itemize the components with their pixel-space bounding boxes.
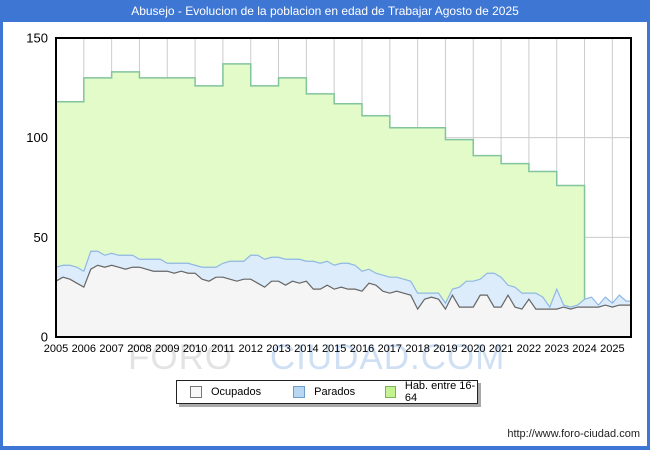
chart-title: Abusejo - Evolucion de la poblacion en e… xyxy=(131,4,519,18)
legend-item-parados: Parados xyxy=(293,386,355,398)
x-axis-tick-label: 2019 xyxy=(433,343,457,355)
area-ocupados xyxy=(56,265,631,337)
line-ocupados xyxy=(55,264,631,311)
window-border-right xyxy=(647,22,650,450)
x-axis-tick-label: 2014 xyxy=(294,343,318,355)
legend-item-hab-16-64: Hab. entre 16-64 xyxy=(385,380,477,404)
title-bar: Abusejo - Evolucion de la poblacion en e… xyxy=(0,0,650,22)
legend-label-parados: Parados xyxy=(314,386,356,398)
x-axis-tick-label: 2005 xyxy=(44,343,68,355)
x-axis-tick-label: 2010 xyxy=(183,343,207,355)
x-axis-tick-label: 2011 xyxy=(211,343,235,355)
x-axis-tick-label: 2024 xyxy=(572,343,596,355)
x-axis-tick-label: 2007 xyxy=(99,343,123,355)
x-axis-tick-label: 2009 xyxy=(155,343,179,355)
y-axis-tick-label: 50 xyxy=(34,230,48,245)
x-axis-tick-label: 2017 xyxy=(378,343,402,355)
x-axis-tick-label: 2015 xyxy=(322,343,346,355)
watermark: FORO CIUDAD.COM xyxy=(128,338,505,378)
watermark-ciudad-text: CIUDAD.COM xyxy=(269,338,506,377)
x-axis-tick-label: 2008 xyxy=(127,343,151,355)
legend-item-ocupados: Ocupados xyxy=(190,386,261,398)
legend-swatch-ocupados xyxy=(190,386,202,398)
x-axis-tick-label: 2025 xyxy=(600,343,624,355)
watermark-foro-text: FORO xyxy=(128,338,234,377)
window-border-left xyxy=(0,22,3,450)
line-hab-16-64 xyxy=(56,63,586,337)
x-axis-tick-label: 2013 xyxy=(266,343,290,355)
y-axis-tick-label: 100 xyxy=(26,130,48,145)
x-axis-tick-label: 2012 xyxy=(238,343,262,355)
x-axis-tick-label: 2020 xyxy=(461,343,485,355)
x-axis-tick-label: 2021 xyxy=(489,343,513,355)
x-axis-tick-label: 2022 xyxy=(517,343,541,355)
x-axis-tick-label: 2006 xyxy=(72,343,96,355)
legend-label-hab-16-64: Hab. entre 16-64 xyxy=(404,380,476,404)
window-border-bottom xyxy=(0,446,650,450)
plot-border xyxy=(55,37,632,338)
y-axis-tick-label: 0 xyxy=(41,330,48,345)
x-axis-tick-label: 2018 xyxy=(405,343,429,355)
x-axis-tick-label: 2016 xyxy=(350,343,374,355)
legend-swatch-parados xyxy=(293,386,306,398)
line-parados xyxy=(55,250,631,309)
footer-url[interactable]: http://www.foro-ciudad.com xyxy=(507,428,640,440)
y-axis-tick-label: 150 xyxy=(26,31,48,46)
legend-swatch-hab-16-64 xyxy=(385,386,396,398)
x-axis-tick-label: 2023 xyxy=(544,343,568,355)
legend-label-ocupados: Ocupados xyxy=(211,386,262,398)
chart-legend: Ocupados Parados Hab. entre 16-64 xyxy=(176,380,478,404)
